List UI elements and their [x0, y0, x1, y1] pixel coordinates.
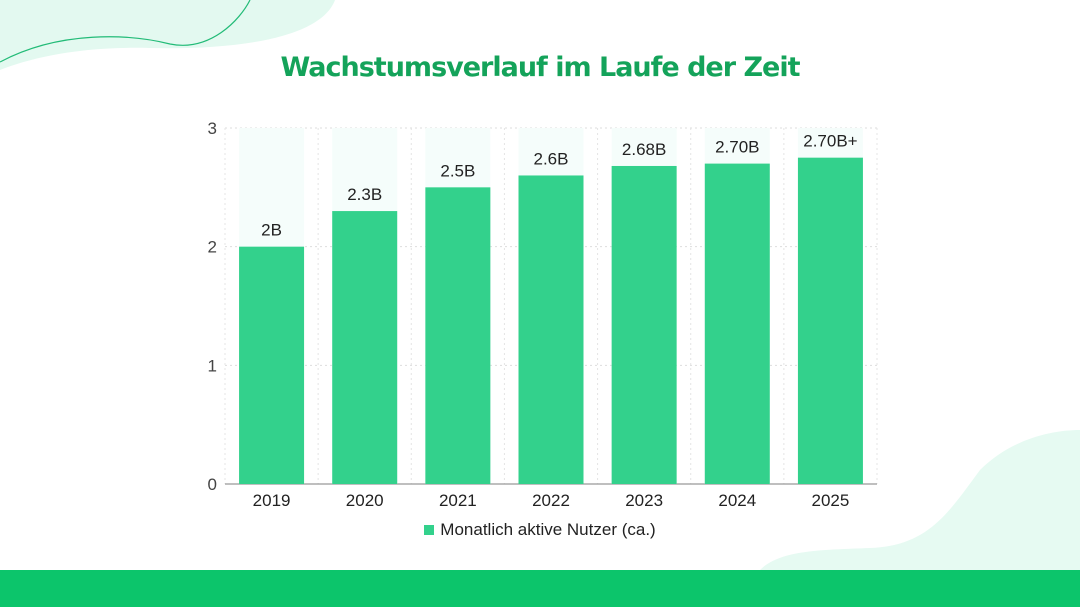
top-left-wave-decoration: [0, 0, 335, 70]
bar-2023: [611, 165, 677, 484]
chart-legend: Monatlich aktive Nutzer (ca.): [0, 520, 1080, 540]
chart-title: Wachstumsverlauf im Laufe der Zeit: [280, 52, 800, 83]
y-tick-label-2: 2: [208, 238, 217, 257]
x-tick-label-2023: 2023: [625, 491, 663, 510]
data-label-2020: 2.3B: [347, 185, 382, 204]
x-tick-label-2024: 2024: [718, 491, 756, 510]
legend-swatch: [424, 525, 435, 535]
x-tick-label-2025: 2025: [812, 491, 850, 510]
x-tick-label-2022: 2022: [532, 491, 570, 510]
data-label-2025: 2.70B+: [803, 132, 857, 151]
footer-accent-bar: [0, 570, 1080, 607]
bar-2019: [239, 246, 305, 484]
legend-label: Monatlich aktive Nutzer (ca.): [440, 520, 656, 539]
x-tick-label-2021: 2021: [439, 491, 477, 510]
bottom-right-blob-decoration: [760, 430, 1080, 570]
x-tick-label-2019: 2019: [253, 491, 291, 510]
y-tick-label-3: 3: [208, 119, 217, 138]
x-tick-label-2020: 2020: [346, 491, 384, 510]
bar-2022: [518, 175, 584, 484]
bar-2021: [425, 187, 491, 485]
data-label-2024: 2.70B: [715, 138, 759, 157]
bar-2024: [704, 163, 770, 484]
bar-2020: [332, 211, 398, 485]
data-label-2019: 2B: [261, 221, 282, 240]
y-tick-label-1: 1: [208, 356, 217, 375]
data-label-2022: 2.6B: [534, 149, 569, 168]
bar-chart: 0 1 2 3 2B 2019 2.3B 2020 2.5B 2021 2.6B 2022 2.68B 2…: [208, 119, 878, 510]
bar-layer: [239, 128, 863, 485]
y-tick-label-0: 0: [208, 475, 217, 494]
data-label-2021: 2.5B: [440, 161, 475, 180]
label-layer: 0 1 2 3 2B 2019 2.3B 2020 2.5B 2021 2.6B 2022 2.68B 2…: [208, 119, 858, 510]
data-label-2023: 2.68B: [622, 140, 666, 159]
bar-2025: [797, 157, 863, 484]
